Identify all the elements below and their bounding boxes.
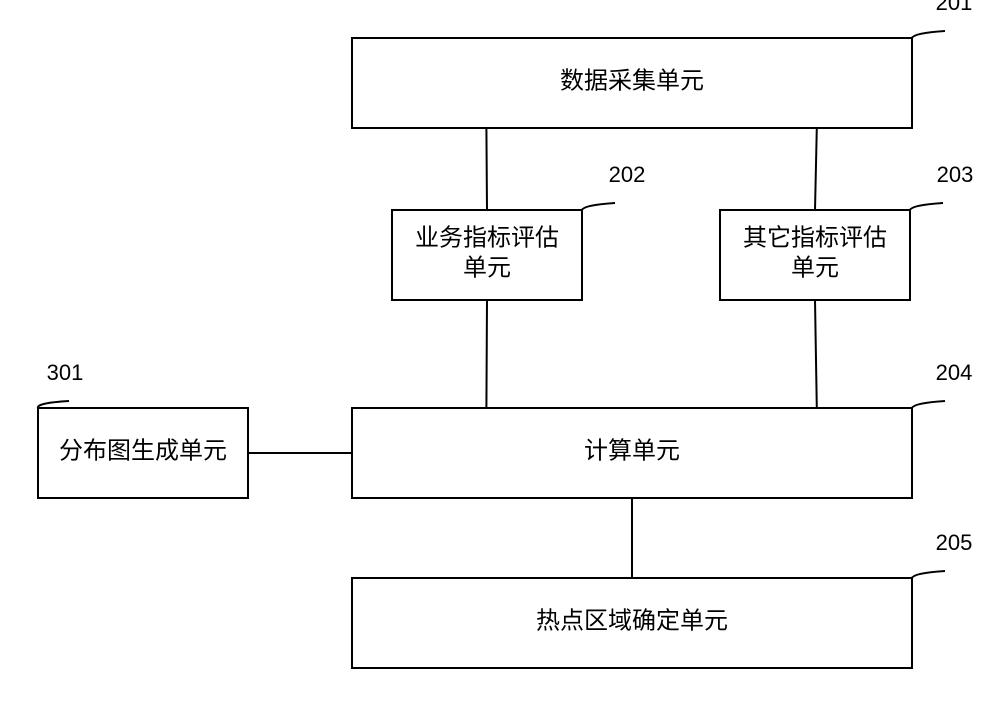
node-label: 数据采集单元 — [560, 68, 704, 95]
ref-label: 202 — [609, 162, 646, 187]
node-label: 单元 — [463, 255, 511, 282]
node-label: 业务指标评估 — [415, 225, 559, 252]
node-label: 其它指标评估 — [743, 225, 887, 252]
node-label: 单元 — [791, 255, 839, 282]
edge — [486, 300, 487, 408]
node-label: 热点区域确定单元 — [536, 608, 728, 635]
ref-label: 201 — [936, 0, 973, 15]
ref-label: 205 — [936, 530, 973, 555]
node-label: 计算单元 — [584, 438, 680, 465]
edge — [486, 128, 487, 210]
diagram-svg: 数据采集单元201业务指标评估单元202其它指标评估单元203计算单元204热点… — [0, 0, 1000, 708]
ref-label: 203 — [937, 162, 974, 187]
diagram-root: 数据采集单元201业务指标评估单元202其它指标评估单元203计算单元204热点… — [0, 0, 1000, 713]
ref-label: 204 — [936, 360, 973, 385]
node-label: 分布图生成单元 — [59, 438, 227, 465]
ref-label: 301 — [47, 360, 84, 385]
